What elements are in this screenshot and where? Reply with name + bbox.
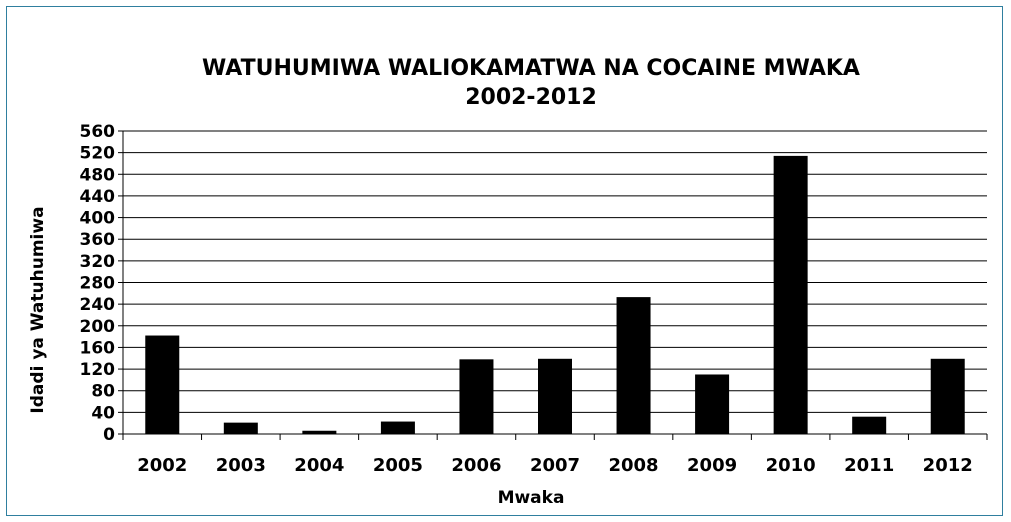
bar-2010 [773, 155, 808, 434]
y-tick-label: 560 [80, 122, 116, 142]
x-tick-label: 2010 [766, 455, 816, 476]
bar-2002 [145, 335, 180, 434]
bar-2004 [302, 430, 337, 434]
y-tick-label: 120 [80, 360, 116, 380]
x-tick-label: 2006 [451, 455, 501, 476]
y-tick-label: 400 [80, 209, 116, 229]
x-tick-label: 2003 [216, 455, 266, 476]
y-tick-label: 440 [80, 187, 116, 207]
y-tick-label: 520 [80, 144, 116, 164]
x-tick-label: 2007 [530, 455, 580, 476]
bar-2006 [459, 359, 494, 434]
chart-frame: WATUHUMIWA WALIOKAMATWA NA COCAINE MWAKA… [6, 6, 1003, 516]
bar-2012 [930, 358, 965, 434]
x-tick-labels: 2002 2003 2004 2005 2006 2007 2008 2009 2010 2011… [122, 434, 988, 476]
bars [145, 155, 965, 434]
x-tick-label: 2002 [137, 455, 187, 476]
y-tick-labels: 0408012016020024028032036040044048052056… [80, 122, 123, 445]
bar-2011 [852, 416, 887, 434]
x-tick-label: 2005 [373, 455, 423, 476]
y-tick-label: 240 [80, 295, 116, 315]
y-tick-label: 160 [80, 338, 116, 358]
x-tick-label: 2011 [844, 455, 894, 476]
y-tick-label: 0 [103, 425, 115, 445]
x-tick-label: 2004 [294, 455, 344, 476]
bar-chart: WATUHUMIWA WALIOKAMATWA NA COCAINE MWAKA… [28, 56, 988, 508]
y-tick-label: 280 [80, 274, 116, 294]
y-tick-label: 80 [91, 382, 115, 402]
bar-2008 [616, 297, 651, 434]
y-tick-label: 200 [80, 317, 116, 337]
y-tick-label: 360 [80, 230, 116, 250]
bar-2007 [538, 358, 572, 434]
bar-2009 [695, 374, 730, 434]
chart-title: WATUHUMIWA WALIOKAMATWA NA COCAINE MWAKA [202, 56, 860, 81]
y-tick-label: 320 [80, 252, 116, 272]
bar-2005 [380, 421, 415, 434]
y-tick-label: 40 [91, 403, 115, 423]
chart-subtitle: 2002-2012 [465, 85, 597, 110]
y-tick-label: 480 [80, 165, 116, 185]
x-tick-label: 2012 [923, 455, 973, 476]
bar-2003 [223, 422, 258, 434]
x-tick-label: 2008 [608, 455, 658, 476]
gridlines [123, 130, 987, 413]
x-tick-label: 2009 [687, 455, 737, 476]
y-axis-label: Idadi ya Watuhumiwa [28, 206, 48, 413]
x-axis-label: Mwaka [498, 488, 565, 508]
